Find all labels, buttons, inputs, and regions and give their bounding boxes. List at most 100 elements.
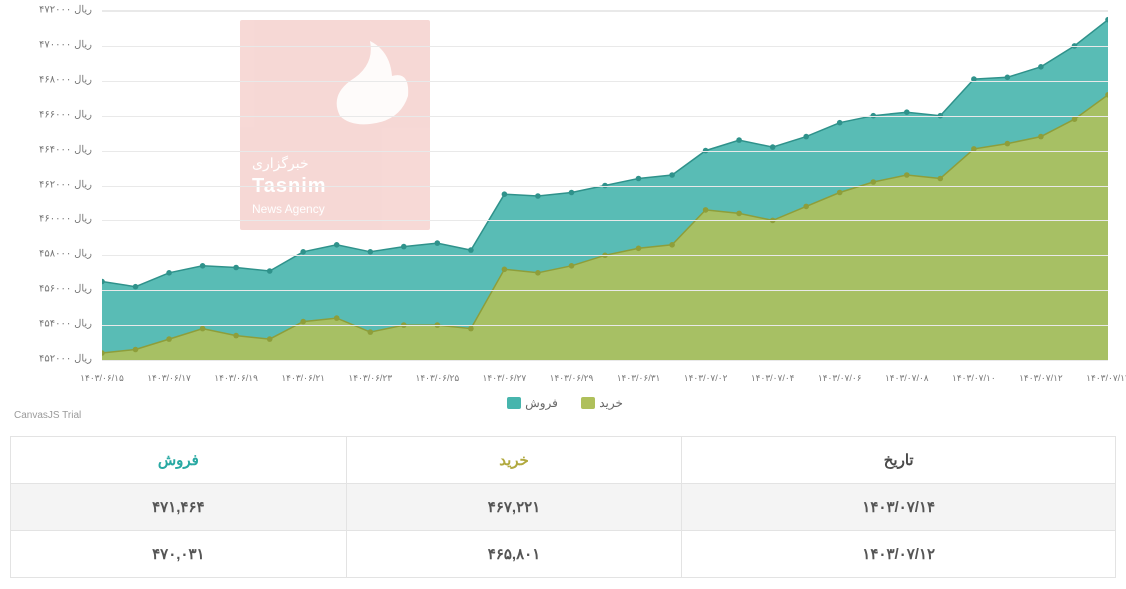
series-marker-sell <box>770 144 776 150</box>
series-marker-buy <box>535 270 541 276</box>
series-marker-sell <box>200 263 206 269</box>
series-marker-buy <box>736 211 742 217</box>
legend-item-sell: فروش <box>503 396 558 410</box>
legend-item-buy: خرید <box>577 396 623 410</box>
series-marker-sell <box>535 193 541 199</box>
series-marker-sell <box>502 191 508 197</box>
series-marker-sell <box>1005 75 1011 81</box>
series-marker-buy <box>703 207 709 213</box>
y-axis: ۴۵۲۰۰۰ ریال۴۵۴۰۰۰ ریال۴۵۶۰۰۰ ریال۴۵۸۰۰۰ … <box>10 10 98 360</box>
series-marker-buy <box>502 267 508 273</box>
chart-legend: فروش خرید <box>0 396 1126 412</box>
series-marker-sell <box>435 240 441 246</box>
gridline <box>102 151 1108 152</box>
series-marker-sell <box>267 268 273 274</box>
series-marker-buy <box>636 246 642 252</box>
y-tick-label: ۴۷۰۰۰۰ ریال <box>39 39 92 50</box>
series-marker-sell <box>736 137 742 143</box>
series-marker-buy <box>334 315 340 321</box>
series-marker-buy <box>803 204 809 210</box>
series-marker-sell <box>904 109 910 115</box>
series-marker-buy <box>468 326 474 332</box>
legend-swatch-icon <box>507 397 521 409</box>
x-tick-label: ۱۴۰۳/۰۷/۰۸ <box>885 373 929 384</box>
price-chart: خبرگزاری Tasnim News Agency ۴۵۲۰۰۰ ریال۴… <box>10 10 1116 390</box>
y-tick-label: ۴۶۶۰۰۰ ریال <box>39 109 92 120</box>
col-date: تاریخ <box>682 437 1116 484</box>
table-header-row: فروش خرید تاریخ <box>11 437 1116 484</box>
gridline <box>102 220 1108 221</box>
gridline <box>102 325 1108 326</box>
series-marker-buy <box>1005 141 1011 147</box>
price-table: فروش خرید تاریخ ۴۷۱,۴۶۴ ۴۶۷,۲۲۱ ۱۴۰۳/۰۷/… <box>10 436 1116 578</box>
cell-date: ۱۴۰۳/۰۷/۱۲ <box>682 531 1116 578</box>
col-sell: فروش <box>11 437 347 484</box>
gridline <box>102 81 1108 82</box>
x-tick-label: ۱۴۰۳/۰۷/۱۴ <box>1086 373 1126 384</box>
series-marker-sell <box>803 134 809 140</box>
series-marker-buy <box>938 176 944 182</box>
x-tick-label: ۱۴۰۳/۰۷/۰۶ <box>818 373 862 384</box>
plot-area <box>102 10 1108 360</box>
series-marker-sell <box>233 265 239 271</box>
gridline <box>102 255 1108 256</box>
series-marker-sell <box>300 249 306 255</box>
gridline <box>102 116 1108 117</box>
y-tick-label: ۴۷۲۰۰۰ ریال <box>39 5 92 16</box>
series-marker-buy <box>368 329 374 335</box>
x-tick-label: ۱۴۰۳/۰۶/۲۷ <box>483 373 527 384</box>
x-tick-label: ۱۴۰۳/۰۶/۱۵ <box>80 373 124 384</box>
gridline <box>102 290 1108 291</box>
series-marker-buy <box>233 333 239 339</box>
x-tick-label: ۱۴۰۳/۰۶/۱۹ <box>214 373 258 384</box>
gridline <box>102 46 1108 47</box>
series-marker-buy <box>1038 134 1044 140</box>
cell-sell: ۴۷۱,۴۶۴ <box>11 484 347 531</box>
y-tick-label: ۴۶۴۰۰۰ ریال <box>39 144 92 155</box>
series-marker-sell <box>401 244 407 250</box>
cell-sell: ۴۷۰,۰۳۱ <box>11 531 347 578</box>
x-tick-label: ۱۴۰۳/۰۷/۱۲ <box>1019 373 1063 384</box>
gridline <box>102 360 1108 361</box>
series-marker-buy <box>871 179 877 185</box>
x-tick-label: ۱۴۰۳/۰۶/۲۹ <box>550 373 594 384</box>
series-marker-buy <box>1072 116 1078 122</box>
series-marker-sell <box>636 176 642 182</box>
series-marker-buy <box>267 336 273 342</box>
gridline <box>102 11 1108 12</box>
series-marker-sell <box>569 190 575 196</box>
table-row: ۴۷۱,۴۶۴ ۴۶۷,۲۲۱ ۱۴۰۳/۰۷/۱۴ <box>11 484 1116 531</box>
series-marker-sell <box>669 172 675 178</box>
x-tick-label: ۱۴۰۳/۰۷/۱۰ <box>952 373 996 384</box>
series-marker-buy <box>904 172 910 178</box>
legend-swatch-icon <box>581 397 595 409</box>
series-marker-sell <box>368 249 374 255</box>
y-tick-label: ۴۵۴۰۰۰ ریال <box>39 319 92 330</box>
x-tick-label: ۱۴۰۳/۰۷/۰۴ <box>751 373 795 384</box>
x-tick-label: ۱۴۰۳/۰۶/۲۵ <box>415 373 459 384</box>
x-tick-label: ۱۴۰۳/۰۶/۳۱ <box>617 373 661 384</box>
series-marker-buy <box>300 319 306 325</box>
y-tick-label: ۴۶۸۰۰۰ ریال <box>39 74 92 85</box>
series-marker-buy <box>669 242 675 248</box>
y-tick-label: ۴۶۰۰۰۰ ریال <box>39 214 92 225</box>
x-tick-label: ۱۴۰۳/۰۶/۲۱ <box>281 373 325 384</box>
legend-label: خرید <box>599 396 623 410</box>
legend-label: فروش <box>525 396 558 410</box>
series-marker-buy <box>569 263 575 269</box>
series-marker-sell <box>133 284 139 290</box>
cell-buy: ۴۶۵,۸۰۱ <box>346 531 682 578</box>
x-tick-label: ۱۴۰۳/۰۶/۲۳ <box>348 373 392 384</box>
series-marker-sell <box>837 120 843 126</box>
table-row: ۴۷۰,۰۳۱ ۴۶۵,۸۰۱ ۱۴۰۳/۰۷/۱۲ <box>11 531 1116 578</box>
series-marker-buy <box>837 190 843 196</box>
gridline <box>102 186 1108 187</box>
col-buy: خرید <box>346 437 682 484</box>
series-marker-sell <box>166 270 172 276</box>
y-tick-label: ۴۶۲۰۰۰ ریال <box>39 179 92 190</box>
cell-buy: ۴۶۷,۲۲۱ <box>346 484 682 531</box>
cell-date: ۱۴۰۳/۰۷/۱۴ <box>682 484 1116 531</box>
series-marker-sell <box>334 242 340 248</box>
y-tick-label: ۴۵۲۰۰۰ ریال <box>39 354 92 365</box>
series-marker-buy <box>133 347 139 353</box>
